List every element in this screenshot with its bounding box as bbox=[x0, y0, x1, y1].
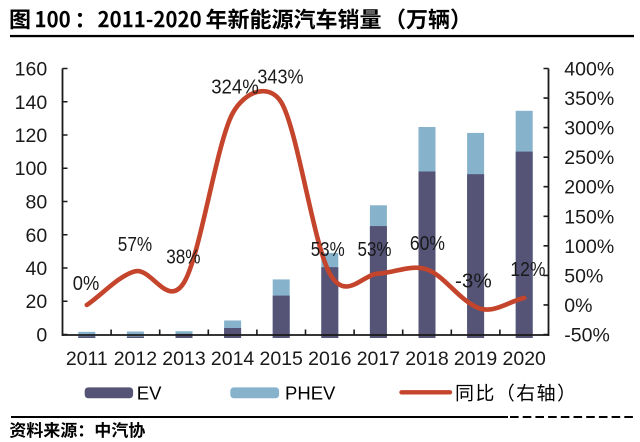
svg-text:350%: 350% bbox=[564, 88, 614, 110]
svg-text:60: 60 bbox=[25, 225, 47, 247]
svg-text:250%: 250% bbox=[564, 147, 614, 169]
svg-text:2011: 2011 bbox=[66, 348, 108, 370]
svg-text:12%: 12% bbox=[510, 258, 545, 281]
svg-text:0%: 0% bbox=[564, 295, 592, 317]
svg-text:2016: 2016 bbox=[308, 348, 351, 370]
svg-text:53%: 53% bbox=[311, 238, 345, 261]
svg-text:-50%: -50% bbox=[564, 325, 610, 347]
svg-text:400%: 400% bbox=[564, 59, 614, 81]
svg-text:100%: 100% bbox=[564, 236, 614, 258]
svg-text:60%: 60% bbox=[410, 232, 445, 255]
svg-text:100: 100 bbox=[15, 158, 48, 180]
svg-text:EV: EV bbox=[137, 382, 162, 403]
svg-text:2019: 2019 bbox=[454, 348, 497, 370]
svg-text:324%: 324% bbox=[211, 76, 259, 99]
svg-text:2015: 2015 bbox=[260, 348, 304, 370]
svg-text:2018: 2018 bbox=[405, 348, 448, 370]
svg-text:2012: 2012 bbox=[114, 348, 157, 370]
svg-text:150%: 150% bbox=[564, 206, 614, 228]
svg-text:2017: 2017 bbox=[357, 348, 400, 370]
svg-text:57%: 57% bbox=[118, 233, 152, 256]
svg-text:2020: 2020 bbox=[503, 348, 547, 370]
svg-text:343%: 343% bbox=[257, 66, 303, 89]
svg-text:50%: 50% bbox=[564, 265, 603, 287]
svg-text:140: 140 bbox=[15, 92, 48, 114]
svg-text:80: 80 bbox=[25, 192, 47, 214]
svg-text:0: 0 bbox=[36, 325, 47, 347]
svg-text:160: 160 bbox=[15, 59, 48, 81]
svg-text:0%: 0% bbox=[73, 272, 100, 295]
svg-text:2014: 2014 bbox=[211, 348, 255, 370]
svg-text:40: 40 bbox=[25, 258, 47, 280]
svg-text:20: 20 bbox=[25, 291, 47, 313]
svg-text:200%: 200% bbox=[564, 177, 614, 199]
svg-text:2013: 2013 bbox=[162, 348, 205, 370]
svg-text:PHEV: PHEV bbox=[285, 382, 336, 403]
svg-text:300%: 300% bbox=[564, 118, 614, 140]
svg-text:53%: 53% bbox=[358, 238, 392, 261]
svg-text:-3%: -3% bbox=[455, 270, 492, 293]
svg-text:120: 120 bbox=[15, 125, 48, 147]
svg-text:38%: 38% bbox=[166, 245, 200, 268]
